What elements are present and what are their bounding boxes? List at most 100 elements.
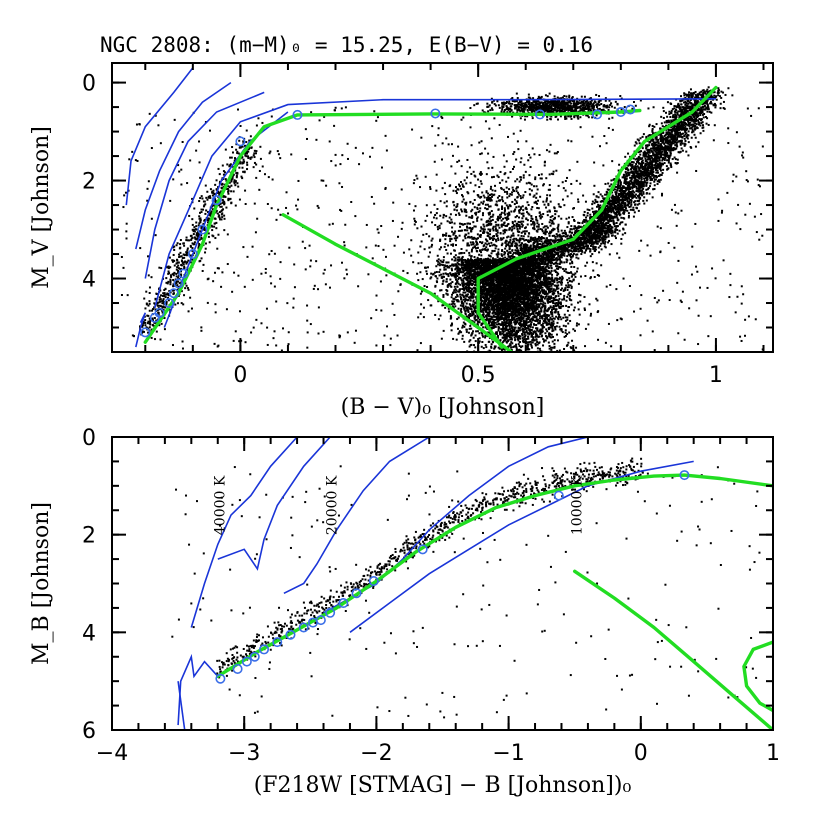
top-star-point bbox=[567, 293, 570, 296]
top-star-point bbox=[494, 288, 497, 291]
top-star-point bbox=[554, 374, 556, 376]
top-star-point bbox=[519, 335, 522, 338]
top-star-point bbox=[561, 331, 564, 334]
top-star-point bbox=[516, 364, 518, 366]
top-star-point bbox=[562, 324, 565, 327]
top-star-point bbox=[536, 320, 539, 323]
top-star-point bbox=[505, 289, 508, 292]
top-star-point bbox=[464, 312, 467, 315]
top-star-point bbox=[538, 272, 541, 275]
top-star-point bbox=[532, 262, 535, 265]
top-star-point bbox=[556, 361, 558, 363]
top-star-point bbox=[555, 287, 558, 290]
top-star-point bbox=[487, 322, 490, 325]
top-star-point bbox=[474, 346, 477, 349]
top-star-point bbox=[486, 295, 489, 298]
top-star-point bbox=[494, 315, 497, 318]
top-star-point bbox=[458, 273, 461, 276]
top-star-point bbox=[548, 307, 551, 310]
top-star-point bbox=[421, 278, 424, 281]
top-star-point bbox=[566, 318, 569, 321]
top-star-point bbox=[514, 357, 516, 359]
top-star-point bbox=[522, 341, 525, 344]
top-star-point bbox=[538, 315, 541, 318]
top-star-point bbox=[518, 295, 521, 298]
top-star-point bbox=[470, 275, 473, 278]
top-star-point bbox=[459, 293, 462, 296]
top-star-point bbox=[560, 411, 562, 413]
figure-title: NGC 2808: (m−M)₀ = 15.25, E(B−V) = 0.16 bbox=[100, 33, 593, 57]
top-star-point bbox=[539, 369, 541, 371]
top-star-point bbox=[490, 346, 493, 349]
top-star-point bbox=[547, 326, 550, 329]
top-star-point bbox=[570, 285, 573, 288]
top-star-point bbox=[492, 319, 495, 322]
top-star-point bbox=[575, 270, 578, 273]
top-star-point bbox=[491, 291, 494, 294]
top-star-point bbox=[458, 290, 461, 293]
top-star-point bbox=[480, 304, 483, 307]
top-star-point bbox=[469, 262, 472, 265]
top-star-point bbox=[457, 278, 460, 281]
top-star-point bbox=[548, 287, 551, 290]
top-star-point bbox=[521, 275, 524, 278]
top-star-point bbox=[500, 282, 503, 285]
top-star-point bbox=[551, 325, 554, 328]
top-star-point bbox=[451, 263, 454, 266]
top-star-point bbox=[466, 286, 469, 289]
top-star-point bbox=[483, 300, 486, 303]
top-star-point bbox=[497, 354, 499, 356]
top-star-point bbox=[514, 294, 517, 297]
top-star-point bbox=[519, 367, 521, 369]
top-star-point bbox=[462, 298, 465, 301]
top-star-point bbox=[531, 285, 534, 288]
top-star-point bbox=[540, 324, 543, 327]
top-star-point bbox=[478, 263, 481, 266]
top-star-point bbox=[439, 268, 442, 271]
top-star-point bbox=[530, 360, 532, 362]
top-star-point bbox=[523, 338, 526, 341]
top-star-point bbox=[512, 307, 515, 310]
top-star-point bbox=[439, 289, 442, 292]
top-star-point bbox=[513, 302, 516, 305]
top-star-point bbox=[484, 308, 487, 311]
top-star-point bbox=[480, 292, 483, 295]
top-star-point bbox=[527, 325, 530, 328]
top-star-point bbox=[459, 295, 462, 298]
top-star-point bbox=[518, 335, 521, 338]
top-star-point bbox=[521, 309, 524, 312]
top-star-point bbox=[512, 267, 515, 270]
top-star-point bbox=[521, 312, 524, 315]
top-star-point bbox=[460, 263, 463, 266]
top-star-point bbox=[485, 281, 488, 284]
top-star-point bbox=[463, 306, 466, 309]
top-star-point bbox=[540, 316, 543, 319]
top-star-point bbox=[472, 274, 475, 277]
top-star-point bbox=[487, 290, 490, 293]
top-star-point bbox=[516, 358, 518, 360]
top-star-point bbox=[572, 328, 575, 331]
top-star-point bbox=[450, 303, 453, 306]
top-star-point bbox=[547, 295, 550, 298]
top-star-point bbox=[468, 290, 471, 293]
top-star-point bbox=[504, 317, 507, 320]
top-star-point bbox=[508, 357, 510, 359]
top-star-point bbox=[528, 348, 531, 351]
top-star-point bbox=[501, 299, 504, 302]
top-star-point bbox=[514, 331, 517, 334]
top-star-point bbox=[504, 312, 507, 315]
top-star-point bbox=[412, 261, 415, 264]
top-star-point bbox=[472, 330, 475, 333]
top-star-point bbox=[546, 309, 549, 312]
top-star-point bbox=[558, 313, 561, 316]
top-star-point bbox=[535, 364, 537, 366]
top-star-point bbox=[468, 276, 471, 279]
top-star-point bbox=[539, 349, 542, 352]
top-star-point bbox=[470, 292, 473, 295]
top-star-point bbox=[465, 287, 468, 290]
top-star-point bbox=[508, 276, 511, 279]
top-star-point bbox=[493, 306, 496, 309]
top-star-point bbox=[498, 286, 501, 289]
top-star-point bbox=[511, 331, 514, 334]
top-star-point bbox=[452, 291, 455, 294]
